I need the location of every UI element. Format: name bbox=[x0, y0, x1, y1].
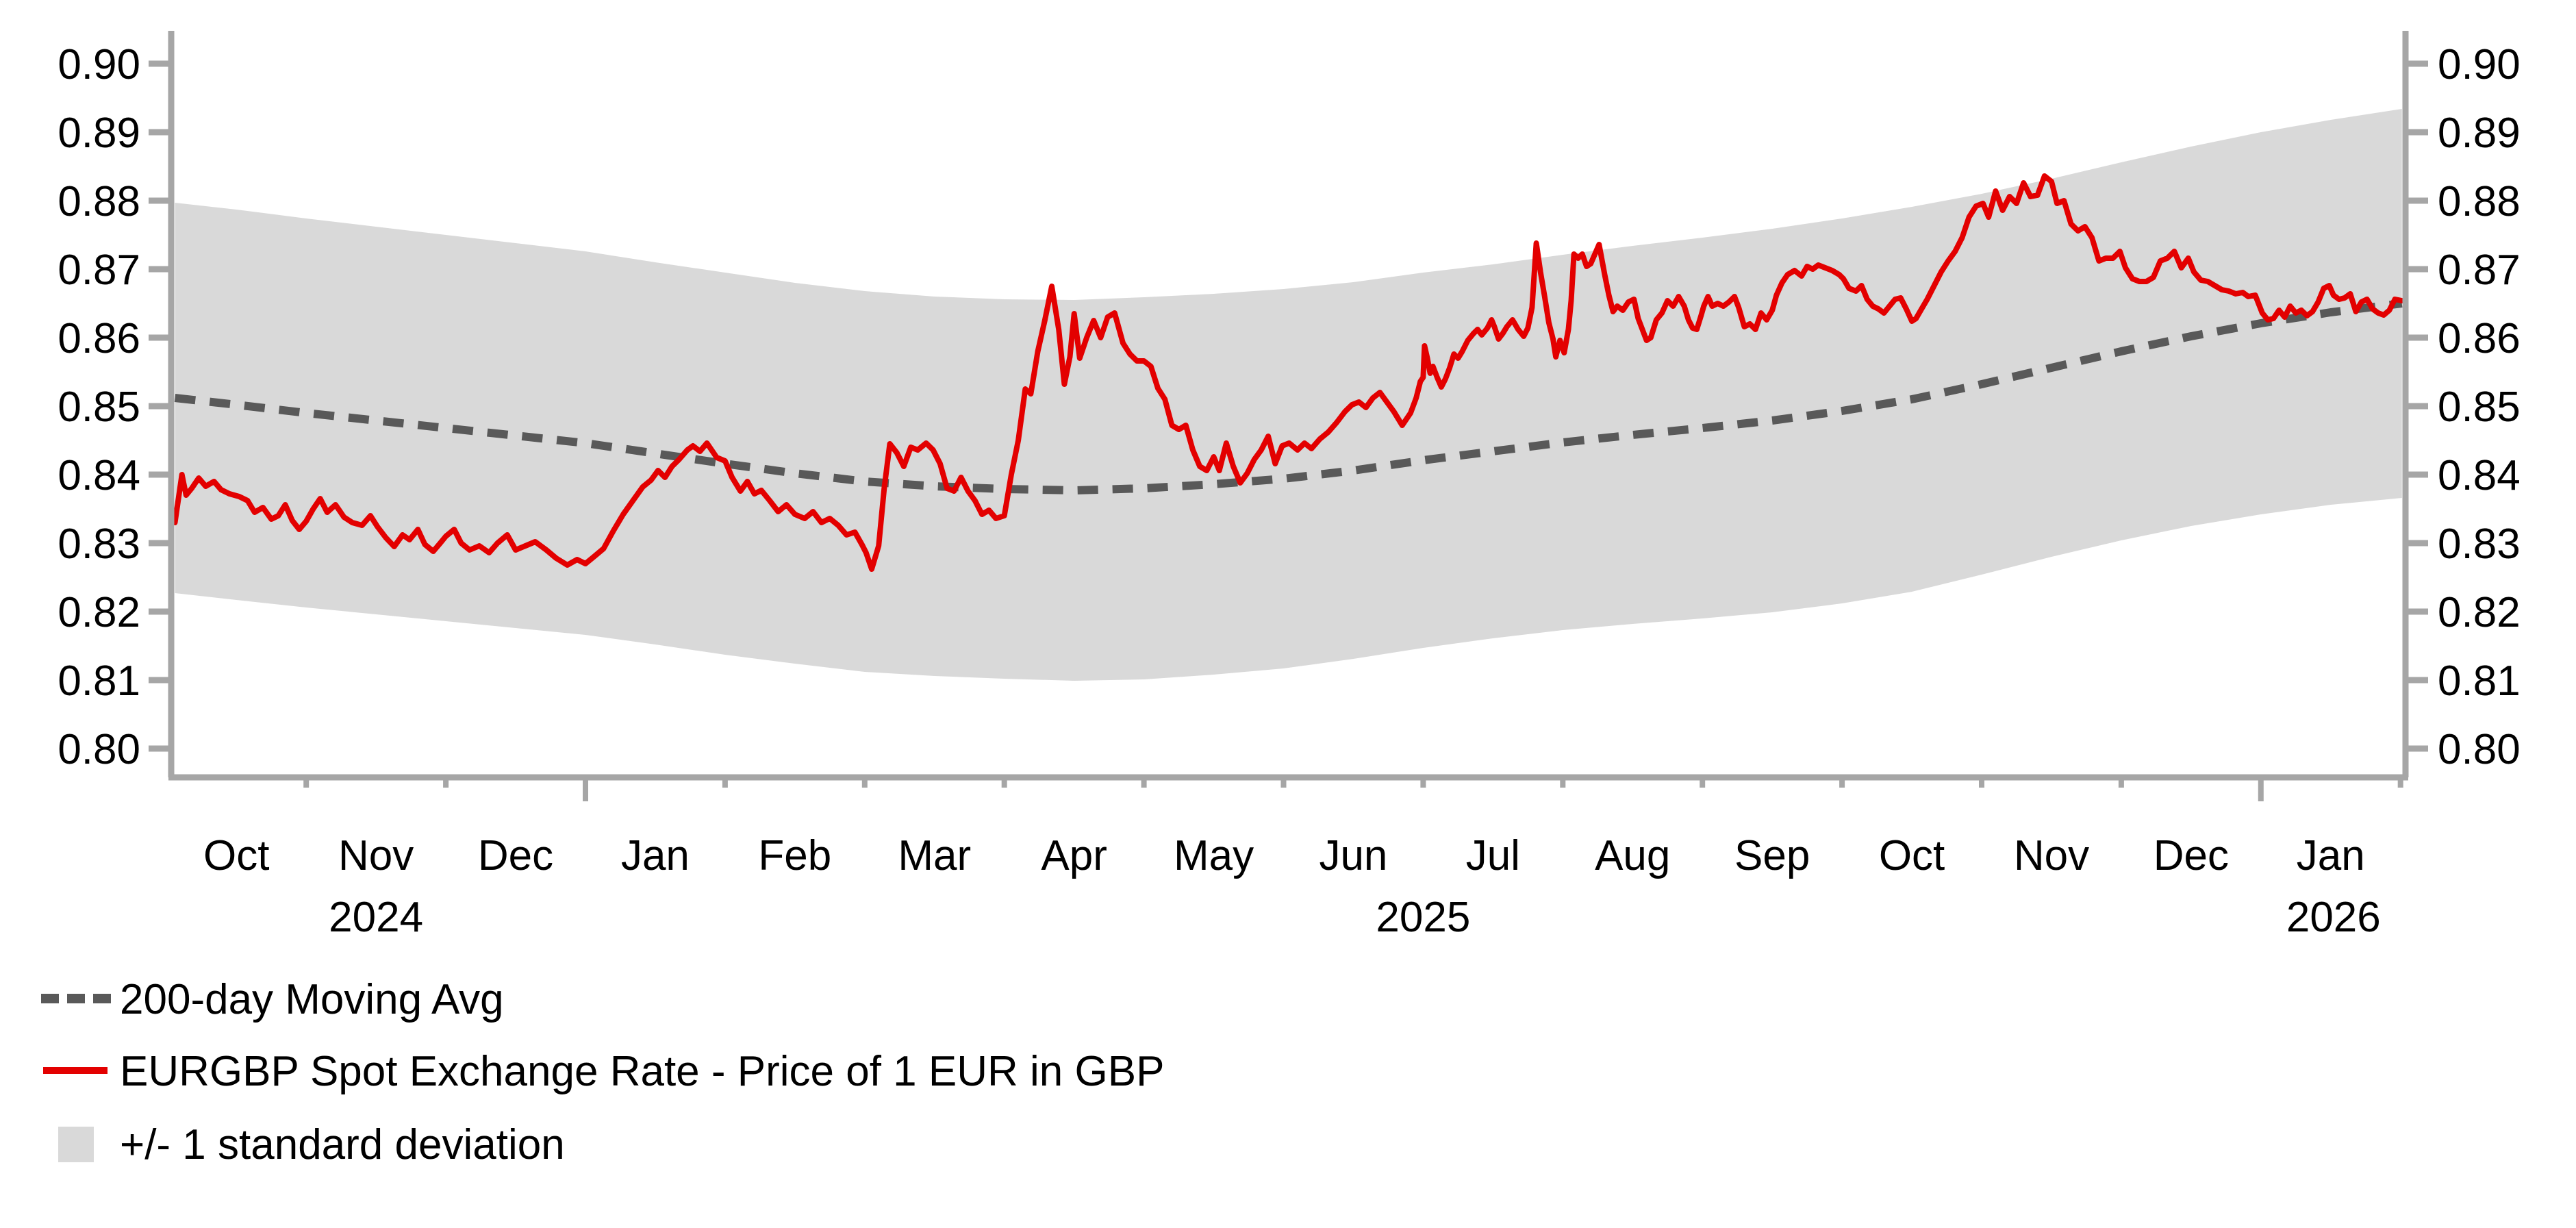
month-label-7-May: May bbox=[1174, 832, 1254, 879]
legend: 200-day Moving Avg EURGBP Spot Exchange … bbox=[41, 976, 1164, 1168]
legend-label-moving-avg: 200-day Moving Avg bbox=[120, 976, 504, 1023]
month-label-6-Apr: Apr bbox=[1041, 832, 1107, 879]
y-label-right-0.88: 0.88 bbox=[2438, 178, 2521, 225]
legend-item-moving-avg: 200-day Moving Avg bbox=[41, 976, 504, 1023]
y-label-left-0.86: 0.86 bbox=[58, 315, 140, 362]
legend-label-std-band: +/- 1 standard deviation bbox=[120, 1121, 565, 1168]
y-label-left-0.90: 0.90 bbox=[58, 41, 140, 88]
month-label-2-Dec: Dec bbox=[478, 832, 553, 879]
y-label-right-0.83: 0.83 bbox=[2438, 521, 2521, 568]
y-label-left-0.84: 0.84 bbox=[58, 452, 140, 499]
y-label-right-0.89: 0.89 bbox=[2438, 110, 2521, 157]
x-axis-ticks bbox=[303, 778, 2403, 801]
month-label-10-Aug: Aug bbox=[1595, 832, 1670, 879]
y-label-left-0.81: 0.81 bbox=[58, 657, 140, 705]
std-dev-band-area bbox=[175, 109, 2402, 681]
month-label-14-Dec: Dec bbox=[2154, 832, 2229, 879]
y-label-right-0.90: 0.90 bbox=[2438, 41, 2521, 88]
y-label-right-0.87: 0.87 bbox=[2438, 247, 2521, 294]
y-label-left-0.83: 0.83 bbox=[58, 521, 140, 568]
y-label-left-0.82: 0.82 bbox=[58, 589, 140, 636]
y-label-right-0.82: 0.82 bbox=[2438, 589, 2521, 636]
moving-avg-line bbox=[174, 299, 2403, 494]
year-label-2026: 2026 bbox=[2286, 894, 2381, 941]
year-label-2024: 2024 bbox=[329, 894, 423, 941]
y-axis-left-ticks bbox=[149, 60, 171, 752]
y-label-left-0.87: 0.87 bbox=[58, 247, 140, 294]
month-label-9-Jul: Jul bbox=[1466, 832, 1520, 879]
y-axis-right-ticks bbox=[2405, 60, 2428, 752]
month-label-8-Jun: Jun bbox=[1319, 832, 1387, 879]
month-label-5-Mar: Mar bbox=[898, 832, 971, 879]
y-axis-right-labels: 0.90 0.89 0.88 0.87 0.86 0.85 0.84 0.83 0.82 0.81… bbox=[2438, 41, 2521, 773]
y-label-right-0.84: 0.84 bbox=[2438, 452, 2521, 499]
y-label-left-0.85: 0.85 bbox=[58, 384, 140, 431]
month-label-0-Oct: Oct bbox=[203, 832, 269, 879]
month-label-3-Jan: Jan bbox=[621, 832, 690, 879]
month-label-4-Feb: Feb bbox=[758, 832, 831, 879]
x-axis-year-labels: 2024 2025 2026 bbox=[329, 894, 2381, 941]
month-label-11-Sep: Sep bbox=[1734, 832, 1810, 879]
y-label-right-0.86: 0.86 bbox=[2438, 315, 2521, 362]
std-band-swatch bbox=[58, 1127, 94, 1162]
month-label-1-Nov: Nov bbox=[338, 832, 414, 879]
legend-label-spot-rate: EURGBP Spot Exchange Rate - Price of 1 E… bbox=[120, 1048, 1164, 1095]
month-label-13-Nov: Nov bbox=[2014, 832, 2089, 879]
legend-item-spot-rate: EURGBP Spot Exchange Rate - Price of 1 E… bbox=[43, 1048, 1164, 1095]
legend-item-std-band: +/- 1 standard deviation bbox=[58, 1121, 565, 1168]
y-label-right-0.81: 0.81 bbox=[2438, 657, 2521, 705]
x-axis-month-labels: Oct Nov Dec Jan Feb Mar Apr May Jun Jul Aug Sep Oct N… bbox=[203, 832, 2365, 879]
y-label-right-0.85: 0.85 bbox=[2438, 384, 2521, 431]
y-label-right-0.80: 0.80 bbox=[2438, 726, 2521, 773]
y-axis-left-labels: 0.90 0.89 0.88 0.87 0.86 0.85 0.84 0.83 0.82 0.81… bbox=[58, 41, 140, 773]
y-label-left-0.80: 0.80 bbox=[58, 726, 140, 773]
year-label-2025: 2025 bbox=[1376, 894, 1470, 941]
month-label-15-Jan: Jan bbox=[2297, 832, 2365, 879]
y-label-left-0.88: 0.88 bbox=[58, 178, 140, 225]
month-label-12-Oct: Oct bbox=[1879, 832, 1945, 879]
spot-rate-line bbox=[172, 173, 2405, 572]
y-label-left-0.89: 0.89 bbox=[58, 110, 140, 157]
